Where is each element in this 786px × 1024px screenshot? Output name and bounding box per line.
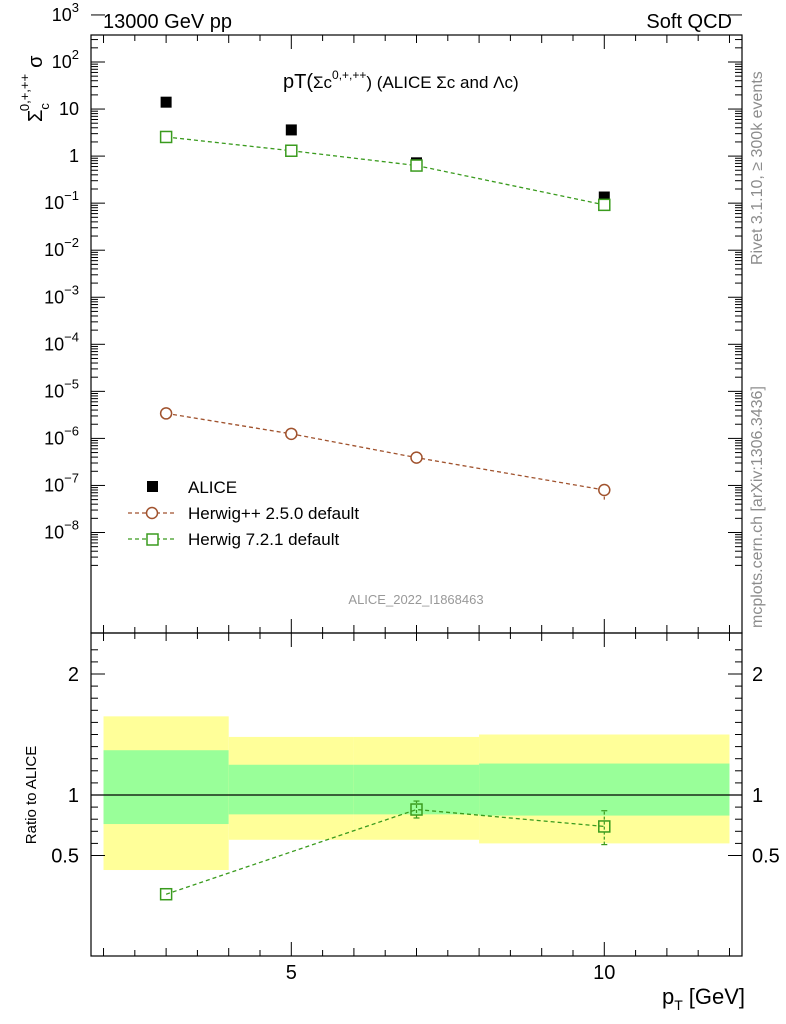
main-plot-series [159,96,611,500]
uncertainty-band-green [103,750,229,825]
y-tick-label: 1 [69,146,79,166]
y-tick-label: 10−8 [44,518,79,543]
main-plot-ticks: 10−8 10−7 10−6 10−5 10−4 10−3 10−2 10−1 1 10 102 10… [44,0,742,633]
data-point-herwigpp [410,451,423,464]
legend-marker-herwigpp [145,506,159,520]
series-line-2 [166,136,605,206]
title-sym: Σc [313,73,333,92]
ratio-data-point [410,803,423,816]
ratio-plot-ticks: 5 10 0.5 0.5 1 1 2 2 [51,633,780,984]
title-main: pT( [283,71,313,93]
data-point-alice [160,96,172,108]
data-point-herwigpp [598,483,611,497]
uncertainty-band-green [228,764,354,815]
ratio-y-tick-label-left: 1 [68,785,79,807]
ratio-y-tick-label-right: 2 [752,664,763,686]
y-tick-label: 103 [52,0,79,25]
header-left: 13000 GeV pp [103,11,232,33]
legend-marker-alice [147,481,158,492]
y-tick-label: 10 [59,99,79,119]
svg-text:Σc0,+,++σ: Σc 0,+,++ σ [17,55,52,122]
ratio-plot-frame [90,632,743,957]
data-point-herwig7 [410,159,423,172]
ylabel-sym: Σ [25,110,47,122]
data-point-herwig7 [285,144,298,157]
uncertainty-band-green [479,763,730,816]
ratio-data-point [159,887,173,901]
y-tick-label: 10−5 [44,376,79,401]
ratio-y-axis-label: Ratio to ALICE [23,746,40,844]
ylabel-tail: σ [25,55,47,68]
y-tick-label: 102 [52,47,79,72]
title-sup: 0,+,++ [332,68,366,82]
ylabel-sup: 0,+,++ [17,74,32,111]
title-rest: (ALICE Σc and Λc) [372,73,519,92]
ratio-y-tick-label-right: 0.5 [752,846,780,868]
data-point-alice [598,191,610,203]
ratio-y-tick-label-left: 0.5 [51,846,79,868]
title-close: ) [366,73,372,92]
series-line-1 [166,412,605,491]
y-tick-label: 10−4 [44,329,79,354]
ratio-data-point [598,820,611,833]
data-point-herwigpp [159,407,173,420]
data-point-alice [285,124,297,136]
data-point-herwig7 [598,198,611,212]
rivet-version: Rivet 3.1.10, ≥ 300k events [749,71,766,265]
analysis-id: ALICE_2022_I1868463 [348,592,483,607]
legend: ALICE Herwig++ 2.5.0 default Herwig 7.2.… [128,478,359,549]
y-tick-label: 10−3 [44,282,79,307]
xlabel-sub: T [674,997,683,1013]
y-tick-label: 10−1 [44,188,79,213]
y-tick-label: 10−7 [44,470,79,495]
plot-title: pT(Σc0,+,++) (ALICE Σc and Λc) [283,68,519,93]
x-tick-label: 10 [593,962,615,984]
ylabel-sub: c [37,103,52,110]
ratio-plot-bands [91,716,742,871]
ratio-y-tick-label-right: 1 [752,785,763,807]
mcplots-reference: mcplots.cern.ch [arXiv:1306.3436] [749,386,766,628]
legend-label-herwig7: Herwig 7.2.1 default [188,530,339,549]
header-right: Soft QCD [646,11,732,33]
y-tick-label: 10−6 [44,423,79,448]
x-axis-label: pT [GeV] [662,984,745,1013]
y-axis-label: Σc 0,+,++ σ [17,55,52,122]
ratio-y-tick-label-left: 2 [68,664,79,686]
legend-label-alice: ALICE [188,478,237,497]
ratio-plot-series [159,800,611,901]
legend-label-herwigpp: Herwig++ 2.5.0 default [188,504,359,523]
data-point-herwigpp [285,427,298,441]
x-tick-label: 5 [286,962,297,984]
xlabel-p: p [662,984,674,1009]
legend-marker-herwig7 [146,533,159,546]
y-tick-label: 10−2 [44,235,79,260]
xlabel-unit: [GeV] [689,984,745,1009]
data-point-herwig7 [159,130,173,144]
